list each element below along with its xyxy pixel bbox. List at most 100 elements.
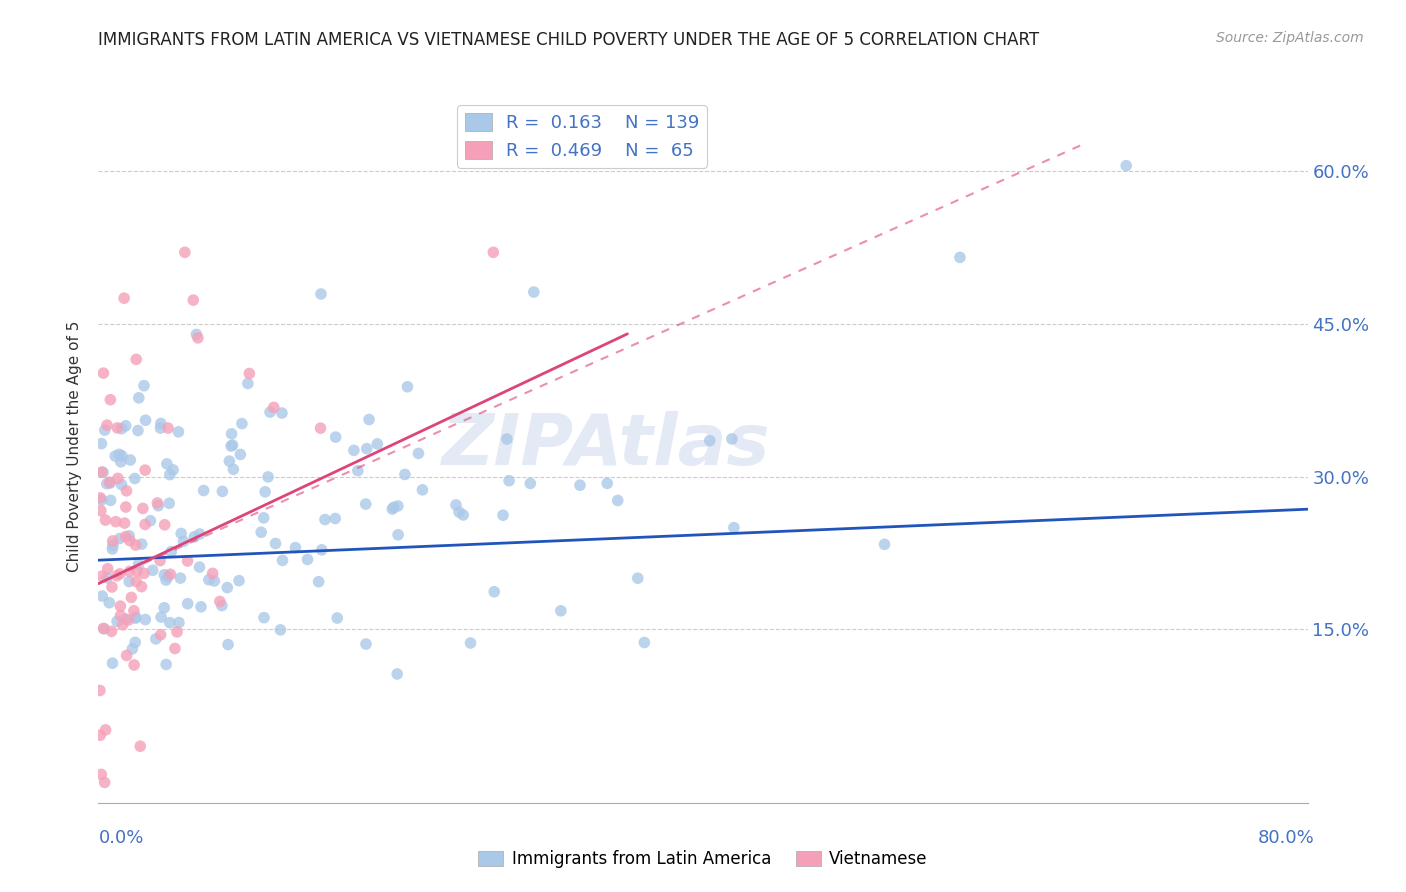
Point — [118, 529, 141, 543]
Point — [284, 541, 307, 555]
Point — [627, 571, 650, 585]
Point — [236, 376, 259, 391]
Point — [229, 447, 252, 461]
Point — [114, 500, 136, 514]
Point — [496, 432, 519, 446]
Point — [101, 580, 124, 594]
Point — [157, 421, 180, 435]
Point — [187, 331, 209, 345]
Point — [217, 638, 239, 652]
Point — [145, 632, 167, 646]
Point — [366, 437, 388, 451]
Point — [176, 597, 198, 611]
Point — [217, 581, 239, 595]
Point — [162, 463, 184, 477]
Point — [163, 641, 186, 656]
Point — [492, 508, 515, 523]
Point — [201, 566, 224, 581]
Point — [173, 534, 195, 549]
Point — [159, 567, 181, 582]
Point — [253, 610, 276, 624]
Point — [170, 526, 193, 541]
Point — [198, 573, 221, 587]
Point — [606, 493, 628, 508]
Legend: Immigrants from Latin America, Vietnamese: Immigrants from Latin America, Vietnames… — [471, 844, 935, 875]
Point — [139, 514, 162, 528]
Point — [117, 613, 139, 627]
Point — [550, 604, 572, 618]
Point — [343, 443, 366, 458]
Point — [228, 574, 250, 588]
Point — [153, 517, 176, 532]
Point — [91, 589, 114, 603]
Point — [326, 611, 349, 625]
Point — [221, 438, 243, 452]
Point — [115, 612, 138, 626]
Point — [127, 424, 149, 438]
Point — [482, 245, 505, 260]
Point — [125, 352, 148, 367]
Point — [90, 504, 112, 518]
Point — [93, 622, 115, 636]
Point — [723, 520, 745, 534]
Point — [381, 502, 404, 516]
Point — [699, 434, 721, 448]
Point — [186, 327, 208, 342]
Point — [114, 516, 136, 530]
Point — [94, 423, 117, 437]
Point — [94, 513, 117, 527]
Point — [444, 498, 467, 512]
Point — [98, 392, 121, 407]
Point — [108, 447, 131, 461]
Point — [523, 285, 546, 299]
Point — [449, 505, 471, 519]
Point — [231, 417, 253, 431]
Point — [181, 293, 204, 307]
Point — [387, 499, 409, 513]
Point — [118, 574, 141, 589]
Point — [142, 563, 165, 577]
Point — [111, 617, 134, 632]
Point — [325, 430, 347, 444]
Point — [568, 478, 591, 492]
Point — [222, 462, 245, 476]
Point — [98, 596, 121, 610]
Point — [101, 538, 124, 552]
Point — [93, 775, 115, 789]
Point — [125, 574, 148, 589]
Point — [949, 251, 972, 265]
Point — [91, 465, 114, 479]
Point — [208, 594, 231, 608]
Point — [263, 401, 285, 415]
Point — [176, 554, 198, 568]
Point — [114, 418, 136, 433]
Point — [167, 425, 190, 439]
Point — [120, 591, 142, 605]
Point — [387, 528, 409, 542]
Point — [90, 493, 112, 508]
Point — [111, 449, 134, 463]
Point — [105, 421, 128, 435]
Point — [253, 511, 276, 525]
Point — [382, 500, 405, 515]
Point — [873, 537, 896, 551]
Point — [519, 476, 541, 491]
Point — [314, 512, 336, 526]
Point — [118, 564, 141, 578]
Point — [90, 465, 112, 479]
Point — [169, 571, 191, 585]
Point — [101, 541, 124, 556]
Text: IMMIGRANTS FROM LATIN AMERICA VS VIETNAMESE CHILD POVERTY UNDER THE AGE OF 5 COR: IMMIGRANTS FROM LATIN AMERICA VS VIETNAM… — [98, 31, 1039, 49]
Legend: R =  0.163    N = 139, R =  0.469    N =  65: R = 0.163 N = 139, R = 0.469 N = 65 — [457, 105, 707, 168]
Point — [157, 496, 180, 510]
Point — [128, 558, 150, 572]
Text: Source: ZipAtlas.com: Source: ZipAtlas.com — [1216, 31, 1364, 45]
Point — [188, 560, 211, 574]
Point — [153, 567, 176, 582]
Point — [218, 454, 240, 468]
Point — [131, 537, 153, 551]
Point — [93, 366, 115, 380]
Point — [124, 611, 146, 625]
Point — [396, 380, 419, 394]
Point — [159, 615, 181, 630]
